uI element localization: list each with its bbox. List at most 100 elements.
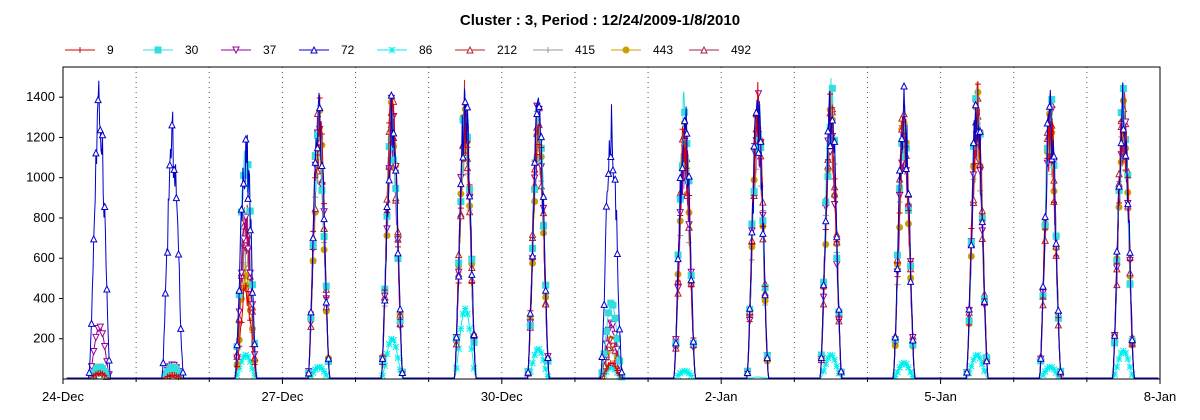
data-point — [1128, 335, 1137, 344]
data-point — [311, 158, 320, 166]
x-tick-label: 30-Dec — [481, 389, 523, 404]
data-point — [819, 280, 828, 289]
series-line — [66, 80, 1159, 379]
data-point — [179, 367, 187, 376]
data-point — [1119, 85, 1127, 93]
data-point — [904, 189, 913, 197]
data-point — [675, 278, 682, 285]
data-point — [390, 336, 397, 344]
legend-item: 415 — [533, 43, 595, 57]
data-point — [468, 270, 476, 278]
data-point — [1052, 369, 1060, 377]
data-point — [976, 127, 984, 135]
legend-label: 30 — [185, 43, 199, 57]
data-point — [394, 354, 402, 362]
data-point — [533, 346, 541, 354]
data-point — [170, 165, 178, 173]
data-point — [683, 129, 691, 137]
data-point — [526, 309, 535, 317]
data-point — [895, 166, 904, 174]
series-72 — [66, 80, 1159, 379]
data-point — [826, 351, 834, 359]
data-point — [1043, 118, 1052, 127]
data-point — [1117, 138, 1126, 147]
data-point — [524, 367, 532, 376]
data-point — [463, 102, 472, 111]
data-point — [313, 143, 322, 152]
data-point — [239, 235, 248, 244]
data-point — [544, 373, 552, 380]
data-point — [380, 295, 389, 304]
data-point — [614, 367, 621, 374]
data-point — [604, 169, 613, 177]
data-point — [470, 330, 478, 339]
legend-item: 72 — [299, 43, 355, 57]
legend-item: 30 — [143, 43, 199, 57]
data-point — [976, 354, 984, 362]
data-point — [544, 353, 552, 362]
data-point — [1128, 371, 1136, 379]
data-point — [461, 305, 469, 312]
data-point — [388, 335, 395, 343]
data-point — [1126, 248, 1134, 256]
data-point — [387, 91, 396, 99]
data-point — [394, 248, 402, 257]
data-point — [100, 202, 109, 211]
data-point — [824, 156, 831, 163]
data-point — [465, 191, 474, 200]
data-point — [533, 109, 541, 118]
data-point — [379, 372, 386, 380]
data-point — [528, 251, 537, 260]
series-line — [66, 81, 1159, 379]
data-point — [242, 134, 250, 143]
data-point — [385, 175, 393, 184]
legend-item: 492 — [689, 43, 751, 57]
data-point — [1116, 199, 1123, 206]
data-point — [971, 100, 980, 109]
data-point — [454, 271, 463, 280]
data-point — [1119, 124, 1128, 133]
data-point — [1124, 174, 1131, 181]
data-point — [318, 186, 326, 194]
data-point — [685, 221, 693, 229]
data-point — [968, 225, 975, 232]
y-tick-label: 1000 — [26, 170, 55, 185]
plot-frame — [62, 66, 1161, 380]
data-point — [529, 359, 536, 367]
data-point — [248, 288, 257, 296]
data-point — [965, 304, 973, 313]
data-point — [902, 360, 910, 368]
data-point — [602, 201, 611, 210]
legend: 9 30 37 72 86 212 415 443 492 — [65, 43, 751, 57]
data-point — [1050, 366, 1058, 373]
data-point — [1045, 102, 1054, 110]
data-point — [466, 181, 473, 188]
series-443 — [66, 88, 1159, 380]
data-point — [320, 214, 328, 223]
data-point — [96, 125, 105, 134]
data-point — [1054, 306, 1063, 314]
data-point — [246, 358, 254, 366]
data-point — [830, 200, 839, 209]
data-point — [1113, 363, 1121, 371]
data-point — [687, 275, 696, 284]
data-point — [822, 198, 830, 206]
series-492 — [66, 83, 1159, 380]
data-point — [609, 301, 617, 309]
data-point — [831, 175, 838, 182]
data-point — [383, 350, 391, 358]
legend-marker — [154, 46, 162, 54]
data-point — [322, 297, 331, 306]
y-tick-label: 800 — [33, 210, 55, 225]
plot-area — [66, 67, 1159, 381]
data-point — [613, 335, 621, 343]
data-point — [820, 367, 827, 375]
data-point — [896, 364, 903, 371]
data-point — [1110, 331, 1119, 339]
data-point — [603, 365, 610, 372]
data-point — [821, 216, 830, 225]
data-point — [159, 358, 168, 367]
y-tick-label: 1200 — [26, 129, 55, 144]
data-point — [457, 205, 464, 212]
